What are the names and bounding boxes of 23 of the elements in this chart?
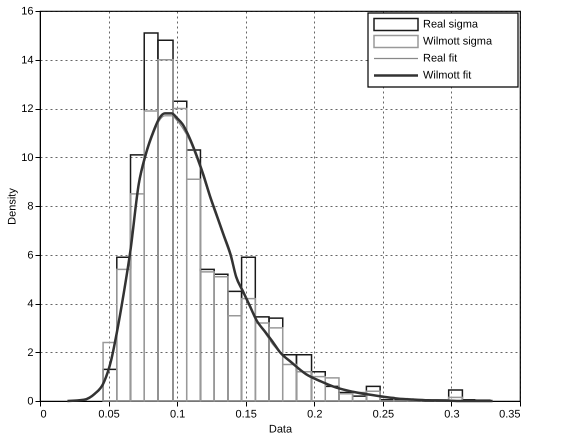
y-tick-label: 0 <box>27 396 34 408</box>
y-tick-label: 4 <box>27 298 34 310</box>
y-tick-label: 2 <box>27 346 34 359</box>
x-tick-label: 0.2 <box>307 408 322 420</box>
x-axis-title: Data <box>268 424 293 436</box>
y-tick-label: 16 <box>21 6 34 18</box>
x-tick-label: 0.1 <box>170 408 186 420</box>
x-tick-label: 0.35 <box>499 408 520 420</box>
x-tick-label: 0 <box>40 408 47 420</box>
legend-label: Wilmott sigma <box>423 36 493 48</box>
y-axis-title: Density <box>6 188 18 225</box>
legend-label: Wilmott fit <box>423 70 472 82</box>
y-tick-label: 6 <box>27 249 34 262</box>
y-tick-label: 14 <box>21 54 34 66</box>
y-tick-label: 10 <box>21 152 34 164</box>
x-tick-label: 0.3 <box>444 408 460 420</box>
x-tick-label: 0.25 <box>372 408 394 420</box>
legend-label: Real fit <box>423 52 458 64</box>
y-tick-label: 8 <box>27 200 34 212</box>
x-tick-label: 0.15 <box>236 408 257 420</box>
x-tick-label: 0.05 <box>98 408 120 420</box>
y-tick-label: 12 <box>21 103 34 115</box>
legend-label: Real sigma <box>423 18 479 30</box>
